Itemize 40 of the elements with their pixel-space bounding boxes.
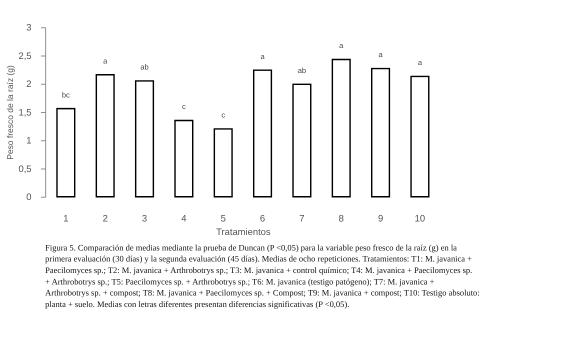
bar [96, 74, 115, 198]
bar [332, 58, 351, 198]
y-tick-label: 3 [26, 22, 32, 33]
bar [410, 76, 430, 198]
x-tick-label: 6 [260, 212, 266, 224]
annotation: a [103, 56, 108, 66]
annotation: a [418, 58, 423, 68]
bar [174, 120, 194, 198]
x-tick-label: 8 [338, 212, 344, 224]
x-tick-label: 4 [181, 212, 186, 224]
x-tick-label: 1 [63, 212, 68, 224]
y-tick-label: 1,5 [18, 106, 32, 118]
annotation: c [182, 102, 186, 112]
y-axis-title: Peso fresco de la raíz (g) [4, 65, 15, 160]
annotation: a [339, 41, 344, 50]
bar [214, 128, 233, 198]
y-tick-label: 2 [26, 78, 32, 90]
annotation: c [221, 110, 226, 120]
x-tick-label: 7 [299, 212, 304, 224]
bar [252, 70, 272, 198]
annotation: a [378, 50, 384, 60]
bar [56, 108, 76, 198]
x-tick-label: 2 [102, 212, 108, 224]
annotation: bc [62, 90, 70, 100]
y-tick-label: 0,5 [18, 162, 32, 174]
bar [292, 84, 312, 198]
annotation: a [260, 52, 266, 61]
annotation: ab [140, 62, 149, 72]
x-tick-label: 5 [220, 212, 226, 224]
y-tick-label: 0 [26, 191, 32, 202]
bar [134, 80, 154, 198]
y-tick-label: 1 [26, 134, 32, 146]
bar [371, 68, 390, 198]
x-axis-title: Tratamientos [216, 226, 271, 237]
x-tick-label: 9 [378, 212, 384, 224]
x-tick-label: 10 [414, 212, 426, 224]
annotation: ab [298, 66, 306, 76]
text: Figura 5. Comparación de medias mediante la prueba de Duncan (P <0,05) para la variable peso fresco de la raíz (g) en la primera evaluación (30 días) y la segunda evaluación (45 días). Medias de ocho repeticiones. Tratamientos: T1: M. javanica + Paecilomyces sp.; T2: M. javanica + Arthrobotrys sp.; T3: M. javanica + control químico; T4: M. javanica + Paecilomyces sp. + Arthrobotrys sp.; T5: Paecilomyces sp. + Arthrobotrys sp.; T6: M. javanica (testigo patógeno); T7: M. javanica + Arthrobotrys sp. + compost; T8: M. javanica + Paecilomyces sp. + Compost; T9: M. javanica + compost; T10: Testigo absoluto: planta + suelo. Medias con letras diferentes presentan diferencias significativas (P <0,05). [45, 242, 480, 309]
x-tick-label: 3 [142, 212, 148, 224]
y-tick-label: 2,5 [18, 50, 32, 61]
